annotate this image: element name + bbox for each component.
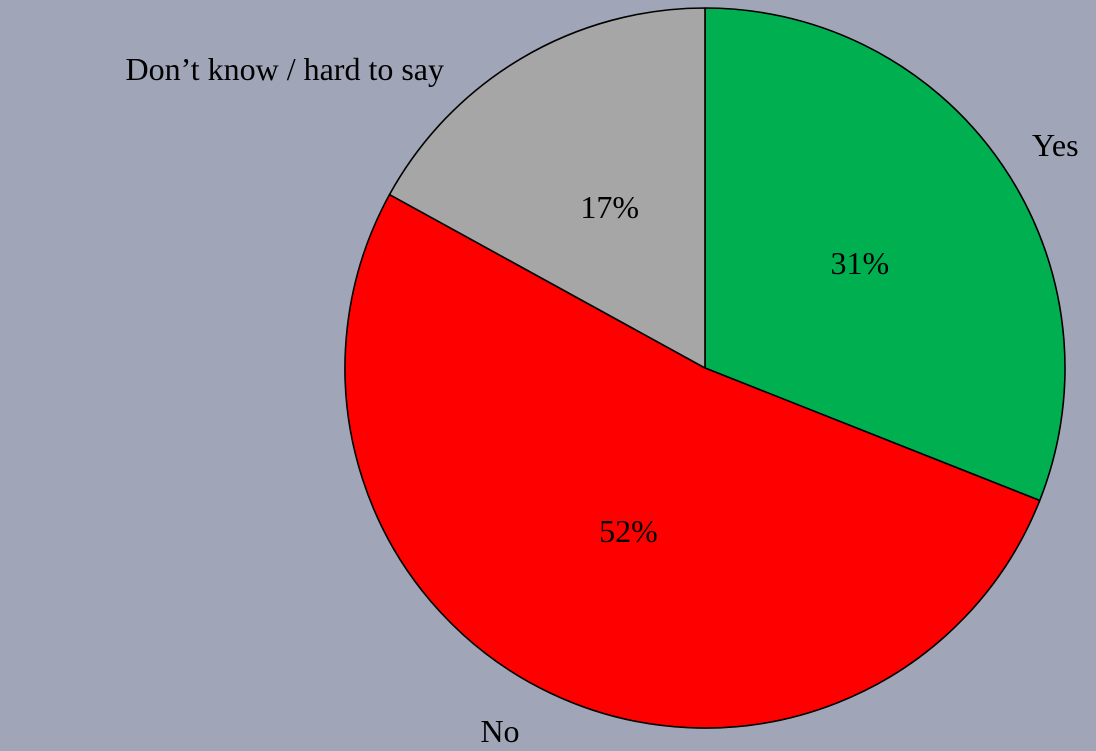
pie-value-label-no: 52% [599, 513, 658, 549]
pie-category-label-yes: Yes [1032, 127, 1079, 163]
pie-slice-don-t-know-hard-to-say [388, 7, 706, 369]
pie-category-label-don-t-know-hard-to-say: Don’t know / hard to say [126, 51, 444, 87]
pie-slice-no [344, 193, 1041, 729]
pie-value-label-don-t-know-hard-to-say: 17% [580, 189, 639, 225]
pie-labels: 31% Yes 52% No 17% Don’t know / hard to say [126, 51, 1079, 749]
pie-slice-yes [704, 7, 1066, 502]
pie-category-label-no: No [480, 713, 519, 749]
pie-slices [344, 7, 1066, 729]
pie-value-label-yes: 31% [830, 245, 889, 281]
